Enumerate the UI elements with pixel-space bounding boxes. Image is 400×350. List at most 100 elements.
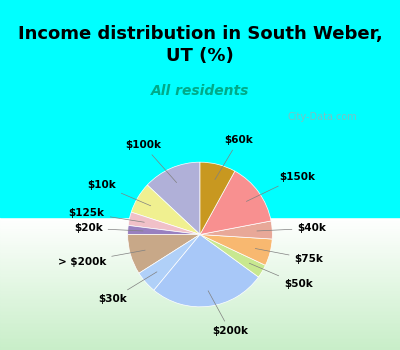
Bar bbox=[0, 61, 400, 63]
Bar bbox=[0, 193, 400, 195]
Bar bbox=[0, 63, 400, 65]
Bar bbox=[0, 119, 400, 121]
Bar bbox=[0, 327, 400, 329]
Text: $75k: $75k bbox=[255, 248, 324, 264]
Bar bbox=[0, 272, 400, 273]
Bar bbox=[0, 232, 400, 233]
Bar bbox=[0, 323, 400, 325]
Bar bbox=[0, 287, 400, 289]
Bar bbox=[0, 7, 400, 9]
Bar bbox=[0, 210, 400, 213]
Bar bbox=[0, 322, 400, 323]
Bar bbox=[0, 26, 400, 28]
Bar bbox=[0, 159, 400, 161]
Text: $125k: $125k bbox=[69, 208, 144, 222]
Text: $150k: $150k bbox=[246, 172, 315, 201]
Bar bbox=[0, 161, 400, 163]
Bar bbox=[0, 247, 400, 249]
Bar bbox=[0, 256, 400, 257]
Bar bbox=[0, 221, 400, 222]
Wedge shape bbox=[128, 212, 200, 234]
Bar bbox=[0, 191, 400, 193]
Text: $50k: $50k bbox=[249, 263, 313, 289]
Bar bbox=[0, 347, 400, 349]
Bar bbox=[0, 213, 400, 215]
Bar bbox=[0, 349, 400, 350]
Bar bbox=[0, 298, 400, 300]
Bar bbox=[0, 89, 400, 91]
Bar bbox=[0, 85, 400, 87]
Bar bbox=[0, 300, 400, 301]
Bar bbox=[0, 52, 400, 54]
Bar bbox=[0, 265, 400, 266]
Bar bbox=[0, 329, 400, 330]
Bar bbox=[0, 292, 400, 293]
Bar bbox=[0, 314, 400, 315]
Bar bbox=[0, 342, 400, 343]
Bar bbox=[0, 143, 400, 145]
Bar bbox=[0, 124, 400, 126]
Text: $30k: $30k bbox=[98, 272, 157, 304]
Bar bbox=[0, 325, 400, 326]
Bar bbox=[0, 343, 400, 345]
Bar bbox=[0, 141, 400, 143]
Text: $200k: $200k bbox=[208, 291, 248, 336]
Wedge shape bbox=[200, 234, 272, 265]
Bar bbox=[0, 202, 400, 204]
Bar bbox=[0, 174, 400, 176]
Bar bbox=[0, 178, 400, 180]
Bar bbox=[0, 267, 400, 269]
Bar bbox=[0, 218, 400, 220]
Bar bbox=[0, 269, 400, 270]
Bar bbox=[0, 334, 400, 335]
Bar bbox=[0, 222, 400, 224]
Bar bbox=[0, 111, 400, 113]
Bar bbox=[0, 9, 400, 11]
Bar bbox=[0, 74, 400, 76]
Bar bbox=[0, 139, 400, 141]
Bar bbox=[0, 150, 400, 152]
Bar bbox=[0, 294, 400, 295]
Bar bbox=[0, 165, 400, 167]
Bar bbox=[0, 333, 400, 334]
Bar bbox=[0, 37, 400, 39]
Bar bbox=[0, 54, 400, 56]
Bar bbox=[0, 228, 400, 229]
Bar bbox=[0, 254, 400, 256]
Bar bbox=[0, 293, 400, 294]
Wedge shape bbox=[128, 225, 200, 234]
Bar bbox=[0, 226, 400, 228]
Bar bbox=[0, 195, 400, 197]
Bar bbox=[0, 28, 400, 30]
Bar bbox=[0, 340, 400, 341]
Bar bbox=[0, 220, 400, 221]
Bar bbox=[0, 30, 400, 33]
Bar bbox=[0, 43, 400, 46]
Bar bbox=[0, 126, 400, 128]
Bar bbox=[0, 246, 400, 247]
Wedge shape bbox=[200, 221, 272, 239]
Bar bbox=[0, 309, 400, 310]
Bar bbox=[0, 250, 400, 252]
Bar bbox=[0, 91, 400, 93]
Bar bbox=[0, 24, 400, 26]
Bar bbox=[0, 273, 400, 274]
Bar bbox=[0, 176, 400, 178]
Bar bbox=[0, 46, 400, 48]
Bar bbox=[0, 106, 400, 108]
Bar bbox=[0, 301, 400, 302]
Bar bbox=[0, 277, 400, 278]
Bar bbox=[0, 257, 400, 258]
Bar bbox=[0, 275, 400, 277]
Bar bbox=[0, 148, 400, 150]
Bar bbox=[0, 0, 400, 2]
Bar bbox=[0, 65, 400, 67]
Bar bbox=[0, 108, 400, 111]
Text: All residents: All residents bbox=[151, 84, 249, 98]
Bar bbox=[0, 295, 400, 297]
Bar bbox=[0, 130, 400, 132]
Bar bbox=[0, 290, 400, 292]
Bar bbox=[0, 102, 400, 104]
Bar bbox=[0, 132, 400, 134]
Bar bbox=[0, 261, 400, 262]
